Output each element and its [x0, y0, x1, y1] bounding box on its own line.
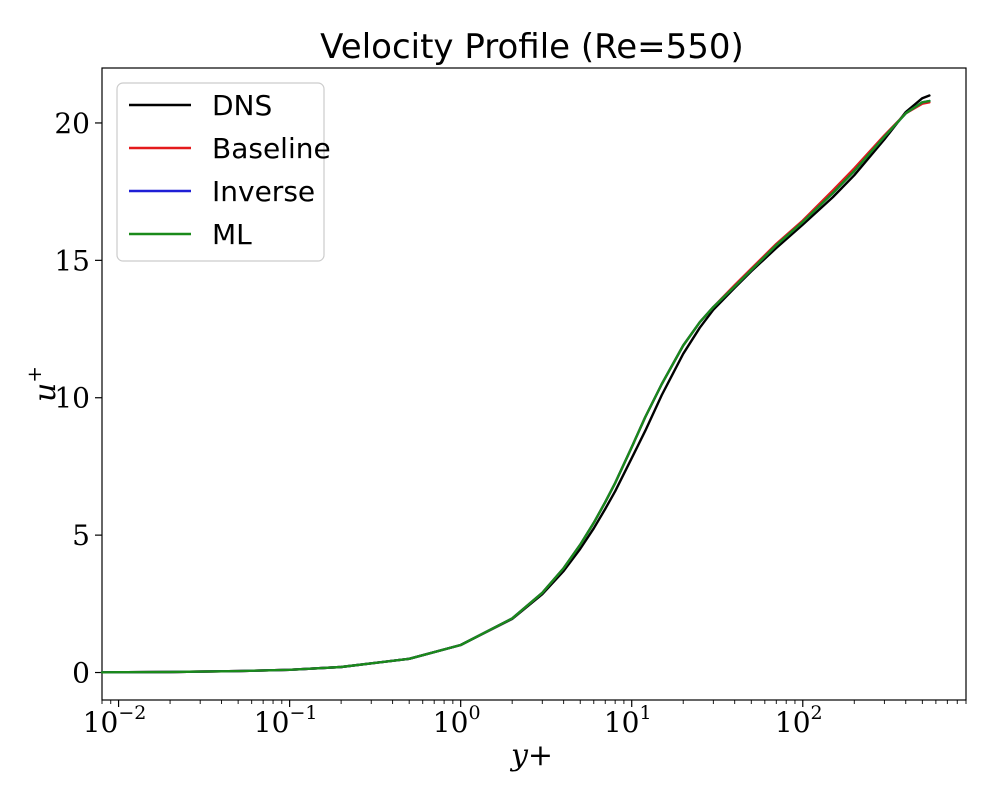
x-axis-label: y+ [509, 738, 553, 773]
x-tick-label: 100 [433, 702, 481, 739]
legend-label-inverse: Inverse [212, 175, 315, 208]
x-tick-label: 10−2 [83, 702, 147, 739]
y-tick-label: 0 [72, 657, 90, 690]
legend: DNS Baseline Inverse ML [116, 82, 331, 262]
x-tick-label: 102 [775, 702, 823, 739]
x-tick-label: 101 [604, 702, 652, 739]
legend-frame [116, 82, 325, 262]
x-axis: 10−2 10−1 100 101 102 [83, 700, 823, 739]
y-tick-label: 10 [54, 382, 90, 415]
y-tick-label: 5 [72, 519, 90, 552]
x-axis-minor-ticks [101, 700, 967, 704]
y-tick-label: 15 [54, 244, 90, 277]
x-tick-label: 10−1 [254, 702, 318, 739]
y-axis-label: u+ [22, 366, 63, 402]
legend-label-dns: DNS [212, 89, 272, 122]
legend-label-ml: ML [212, 218, 252, 251]
y-axis-label-superscript: + [22, 366, 46, 383]
y-tick-label: 20 [54, 107, 90, 140]
y-axis-label-base: u [28, 383, 63, 402]
legend-label-baseline: Baseline [212, 132, 331, 165]
series-lines [100, 94, 931, 674]
chart-title: Velocity Profile (Re=550) [320, 27, 744, 67]
y-axis: 0 5 10 15 20 [54, 107, 102, 690]
svg-text:u+: u+ [22, 366, 63, 402]
series-line-ml [100, 99, 931, 674]
